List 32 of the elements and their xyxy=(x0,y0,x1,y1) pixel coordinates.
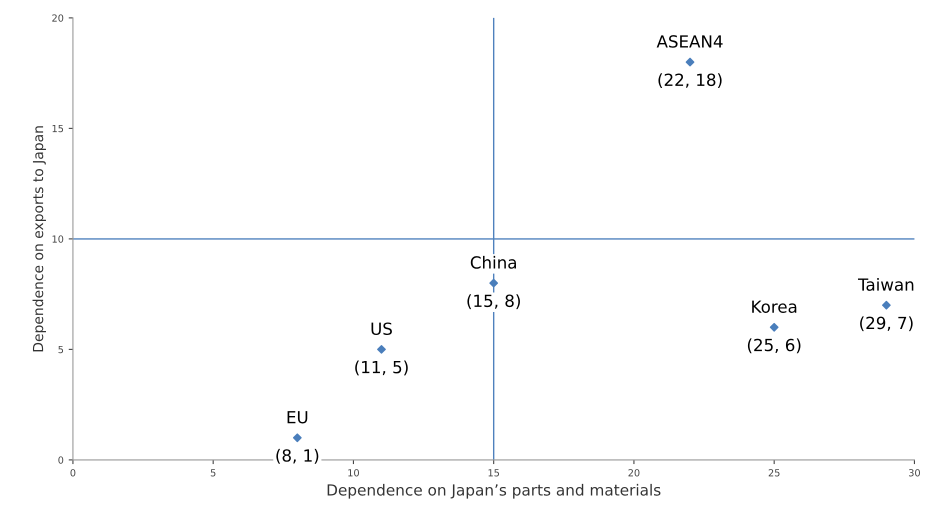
x-axis-title: Dependence on Japan’s parts and materials xyxy=(328,484,660,499)
annotation: (29, 7) xyxy=(860,316,913,332)
point xyxy=(882,300,891,310)
annotation: ASEAN4 xyxy=(656,35,723,48)
annotation: US xyxy=(372,322,392,336)
x-tick-label: 30 xyxy=(908,469,920,476)
point xyxy=(489,278,498,288)
annotation: (25, 6) xyxy=(748,338,800,354)
annotation: (8, 1) xyxy=(276,448,318,464)
y-tick-label: 10 xyxy=(52,235,64,243)
point xyxy=(686,58,694,66)
x-tick-label: 25 xyxy=(768,469,780,476)
annotation: (11, 5) xyxy=(355,360,408,376)
x-tick-label: 0 xyxy=(70,469,76,476)
y-tick-label: 15 xyxy=(52,124,64,132)
x-tick-label: 5 xyxy=(210,469,216,476)
annotation: Taiwan xyxy=(858,278,914,291)
point xyxy=(770,322,779,332)
annotation: EU xyxy=(288,411,308,424)
y-axis-title: Dependence on exports to Japan xyxy=(32,126,46,352)
x-tick-label: 10 xyxy=(348,469,359,476)
y-tick-label: 0 xyxy=(58,456,64,464)
annotation: Korea xyxy=(752,300,796,313)
x-tick-label: 20 xyxy=(628,469,640,476)
annotation: China xyxy=(470,256,516,269)
y-tick-label: 20 xyxy=(52,14,64,22)
x-tick-label: 15 xyxy=(488,469,500,476)
point xyxy=(292,433,302,442)
y-tick-label: 5 xyxy=(58,346,64,354)
point xyxy=(377,345,386,354)
annotation: (15, 8) xyxy=(467,294,520,310)
annotation: (22, 18) xyxy=(658,73,722,88)
